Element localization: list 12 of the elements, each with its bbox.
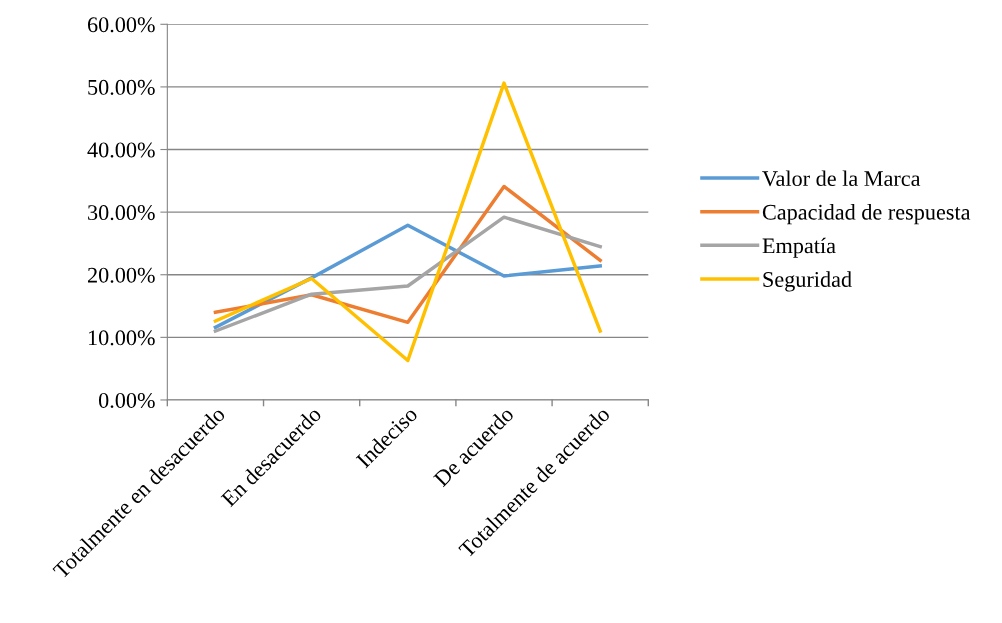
y-tick-label: 40.00% bbox=[87, 142, 155, 158]
legend-label: Seguridad bbox=[763, 271, 852, 292]
y-tick-label: 0.00% bbox=[98, 392, 155, 408]
legend-label: Empatía bbox=[762, 237, 836, 258]
y-tick-label: 20.00% bbox=[87, 267, 155, 283]
line-series bbox=[213, 81, 602, 363]
legend-label: Valor de la Marca bbox=[762, 170, 921, 187]
legend-label: Capacidad de respuesta bbox=[762, 204, 971, 225]
y-tick-label: 10.00% bbox=[88, 330, 155, 346]
y-tick-label: 60.00% bbox=[87, 17, 155, 33]
y-tick-label: 30.00% bbox=[88, 205, 155, 221]
y-tick-label: 50.00% bbox=[88, 79, 155, 95]
